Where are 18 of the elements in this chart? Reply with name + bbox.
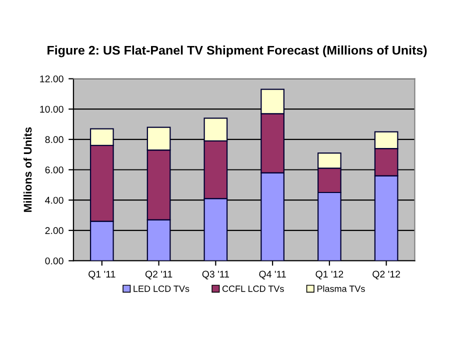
x-tick-label: Q4 '11 (259, 270, 286, 280)
y-tick-label: 4.00 (45, 196, 64, 204)
y-tick-label: 2.00 (45, 227, 64, 234)
y-tick-label: 6.00 (45, 166, 64, 174)
y-tick-label: 12.00 (40, 75, 64, 82)
x-tick-label: Q3 '11 (202, 270, 230, 280)
y-tick-label: 8.00 (45, 136, 64, 144)
chart-title: Figure 2: US Flat-Panel TV Shipment Forecast (Millions of Units) (48, 46, 427, 58)
x-tick-label: Q1 '12 (316, 270, 344, 280)
y-tick-label: 10.00 (40, 106, 64, 113)
y-tick-label: 0.00 (45, 257, 64, 264)
legend-label: CCFL LCD TVs (222, 286, 284, 292)
legend-label: Plasma TVs (317, 285, 365, 292)
x-tick-label: Q1 '11 (88, 270, 116, 280)
x-tick-label: Q2 '12 (372, 270, 400, 280)
legend-label: LED LCD TVs (134, 286, 190, 292)
y-axis-title: Millions of Units (24, 127, 32, 212)
x-tick-label: Q2 '11 (145, 270, 172, 280)
